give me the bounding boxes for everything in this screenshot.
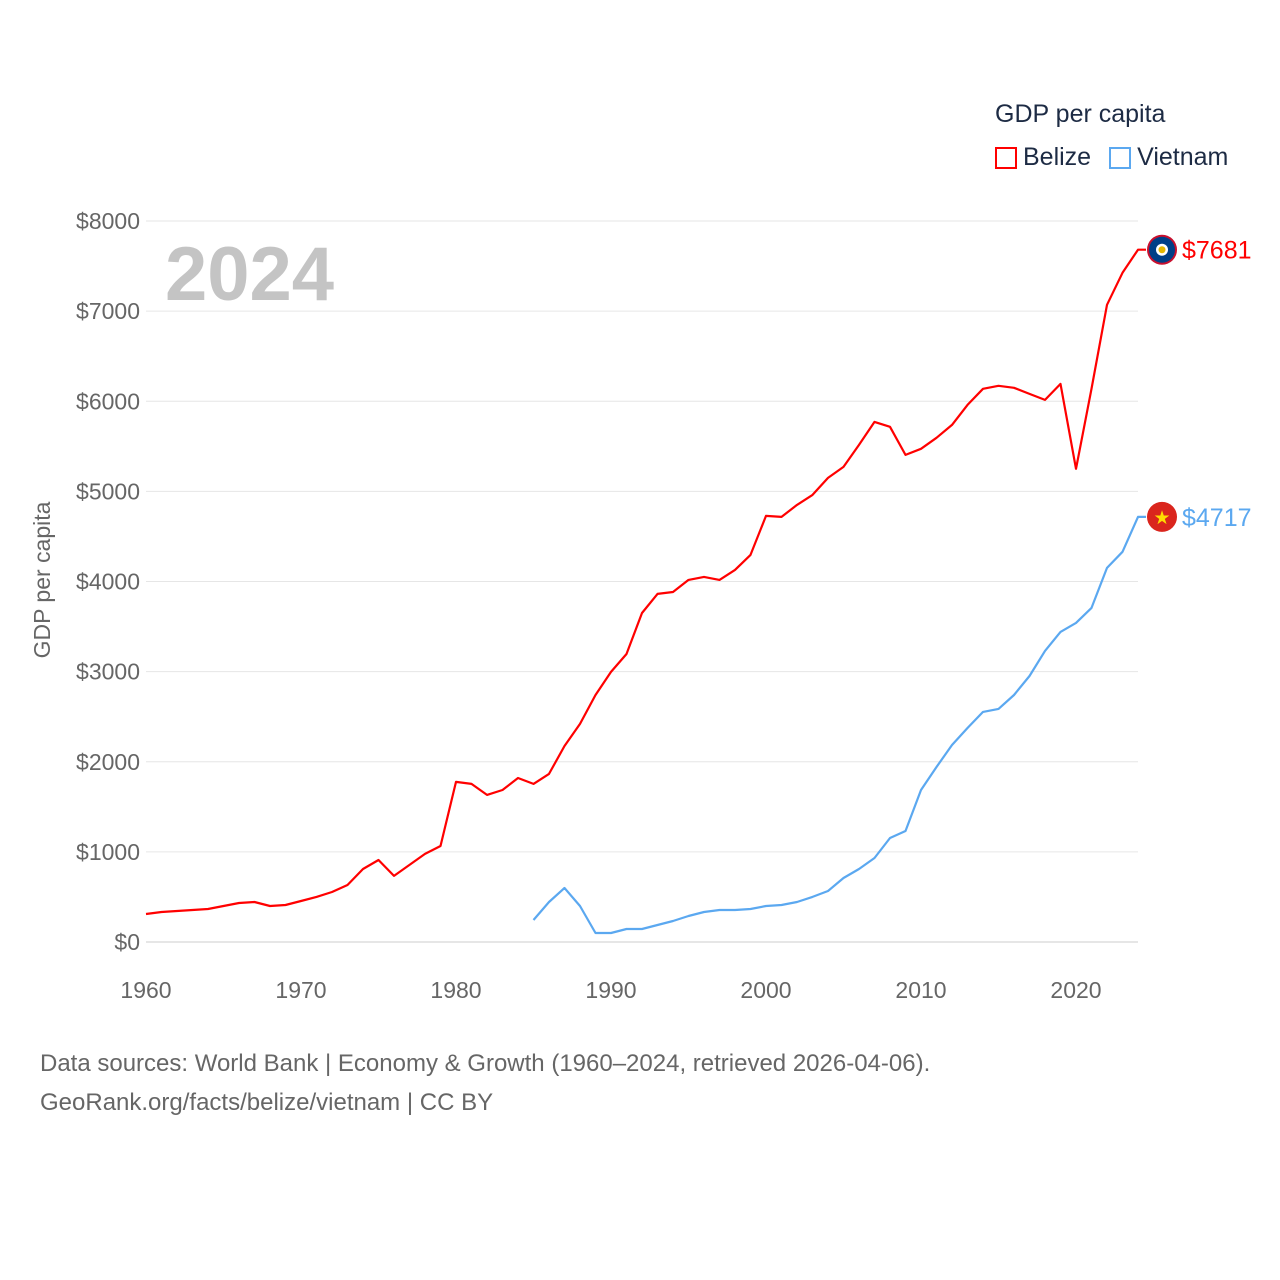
x-tick-label: 1960 <box>120 977 171 1003</box>
series-line-belize <box>145 248 1146 916</box>
y-tick-label: $8000 <box>76 208 140 234</box>
x-tick-label: 2000 <box>740 977 791 1003</box>
legend-label: Vietnam <box>1137 143 1229 171</box>
vietnam-flag-icon <box>1147 501 1177 532</box>
y-tick-label: $2000 <box>76 749 140 775</box>
y-tick-label: $3000 <box>76 659 140 685</box>
legend-label: Belize <box>1023 143 1092 171</box>
vietnam-swatch <box>1109 146 1132 169</box>
x-tick-label: 1980 <box>430 977 481 1003</box>
footer: Data sources: World Bank | Economy & Gro… <box>40 1044 930 1122</box>
y-tick-label: $0 <box>114 929 140 955</box>
end-value-label: $4717 <box>1182 504 1252 532</box>
year-label: 2024 <box>165 232 334 317</box>
end-value-label: $7681 <box>1182 237 1252 265</box>
y-tick-label: $7000 <box>76 298 140 324</box>
x-tick-label: 1990 <box>585 977 636 1003</box>
series-line-vietnam <box>532 515 1146 935</box>
flag-star: ★ <box>1153 508 1170 529</box>
x-tick-label: 2020 <box>1050 977 1101 1003</box>
y-axis-label: GDP per capita <box>29 501 55 658</box>
legend-title: GDP per capita <box>995 100 1166 128</box>
flag-emblem-center <box>1158 246 1166 254</box>
data-sources: Data sources: World Bank | Economy & Gro… <box>40 1050 931 1077</box>
belize-swatch <box>995 146 1017 169</box>
x-tick-label: 2010 <box>895 977 946 1003</box>
y-tick-label: $4000 <box>76 569 140 595</box>
y-tick-label: $6000 <box>76 388 140 414</box>
y-tick-label: $5000 <box>76 478 140 504</box>
source-link[interactable]: GeoRank.org/facts/belize/vietnam | CC BY <box>40 1089 494 1116</box>
legend-item-vietnam[interactable]: Vietnam <box>1109 143 1228 172</box>
legend: Belize Vietnam <box>995 143 1228 172</box>
legend-item-belize[interactable]: Belize <box>995 143 1091 172</box>
x-tick-label: 1970 <box>275 977 326 1003</box>
y-tick-label: $1000 <box>76 839 140 865</box>
